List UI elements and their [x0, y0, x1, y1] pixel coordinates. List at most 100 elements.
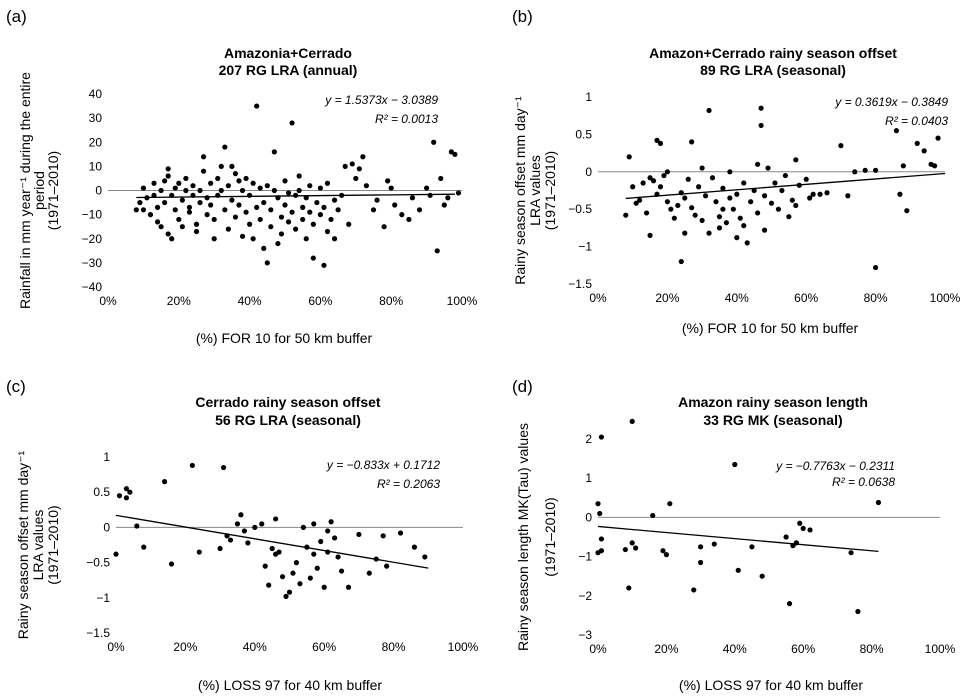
y-tick-label: 2 — [585, 432, 592, 446]
data-point — [345, 584, 352, 590]
y-tick-label: −3 — [578, 628, 592, 642]
data-point — [741, 180, 747, 186]
data-point — [356, 166, 362, 172]
data-point — [650, 178, 657, 184]
data-point — [713, 199, 719, 205]
data-point — [452, 151, 458, 157]
data-point — [289, 209, 295, 215]
data-point — [140, 185, 146, 191]
data-point — [311, 521, 317, 527]
data-point — [783, 534, 789, 540]
data-point — [183, 187, 189, 194]
x-axis-label: (%) LOSS 97 for 40 km buffer — [198, 677, 382, 693]
x-tick-label: 100% — [447, 294, 478, 308]
data-point — [397, 530, 404, 536]
y-axis-label: Rainy season offset mm day⁻¹ — [512, 96, 528, 285]
data-point — [250, 180, 256, 186]
data-point — [633, 545, 639, 551]
data-point — [699, 165, 705, 171]
data-point — [595, 501, 601, 507]
data-point — [438, 175, 444, 182]
data-point — [232, 171, 239, 177]
data-point — [789, 197, 795, 203]
data-point — [335, 207, 341, 213]
data-point — [803, 176, 809, 182]
data-point — [172, 185, 178, 191]
data-point — [276, 549, 282, 555]
x-tick-label: 80% — [864, 291, 888, 305]
data-point — [338, 568, 345, 574]
data-point — [723, 220, 729, 226]
data-point — [765, 165, 771, 171]
data-point — [186, 204, 193, 210]
data-point — [431, 139, 437, 145]
data-point — [360, 154, 366, 160]
y-tick-label: 0.5 — [93, 485, 110, 499]
data-point — [734, 191, 740, 197]
x-tick-label: 20% — [654, 642, 678, 656]
data-point — [749, 544, 755, 550]
data-point — [633, 200, 639, 206]
data-point — [261, 199, 267, 206]
data-point — [307, 183, 313, 189]
data-point — [772, 180, 778, 186]
data-point — [321, 262, 327, 268]
data-point — [385, 178, 391, 184]
data-point — [283, 593, 289, 599]
data-point — [269, 545, 275, 552]
data-point — [211, 236, 217, 242]
data-point — [845, 193, 851, 199]
data-point — [211, 216, 217, 223]
data-point — [266, 582, 272, 588]
trend-line — [625, 172, 946, 200]
data-point — [317, 185, 323, 191]
data-point — [300, 524, 306, 531]
data-point — [218, 187, 224, 194]
data-point — [241, 528, 247, 534]
data-point — [179, 224, 185, 230]
data-point — [165, 231, 171, 237]
data-point — [626, 585, 632, 591]
y-tick-label: 10 — [89, 159, 103, 173]
data-point — [331, 236, 338, 242]
panel-label: (b) — [512, 7, 533, 26]
data-point — [793, 202, 799, 209]
data-point — [689, 139, 695, 145]
data-point — [278, 214, 285, 220]
data-point — [261, 245, 267, 251]
data-point — [696, 184, 702, 190]
data-point — [236, 178, 242, 184]
x-tick-label: 60% — [312, 640, 336, 654]
data-point — [271, 149, 277, 155]
y-axis-label: Rainy season length MK(Tau) values — [515, 423, 531, 651]
data-point — [445, 195, 451, 201]
data-point — [317, 212, 323, 218]
y-axis-label: (1971–2010) — [45, 505, 61, 584]
data-point — [275, 240, 281, 247]
data-point — [384, 563, 390, 569]
data-point — [698, 559, 704, 566]
data-point — [314, 565, 320, 571]
data-point — [137, 199, 143, 206]
data-point — [332, 535, 338, 541]
y-tick-label: 1 — [585, 90, 592, 104]
data-point — [238, 512, 244, 518]
data-point — [873, 264, 879, 271]
data-point — [186, 209, 193, 215]
data-point — [282, 202, 288, 208]
data-point — [622, 546, 628, 553]
x-tick-label: 0% — [99, 294, 117, 308]
data-point — [737, 215, 743, 221]
data-point — [204, 195, 210, 201]
r-squared: R² = 0.2063 — [377, 477, 440, 491]
data-point — [254, 204, 260, 210]
y-tick-label: 40 — [89, 87, 103, 101]
trend-line — [597, 525, 879, 553]
y-tick-label: −1 — [578, 550, 592, 564]
y-axis-label: Rainfall in mm year⁻¹ during the entire — [17, 72, 33, 309]
data-point — [782, 172, 788, 179]
data-point — [222, 207, 228, 213]
data-point — [893, 128, 900, 134]
data-point — [279, 574, 286, 580]
data-point — [127, 489, 133, 495]
